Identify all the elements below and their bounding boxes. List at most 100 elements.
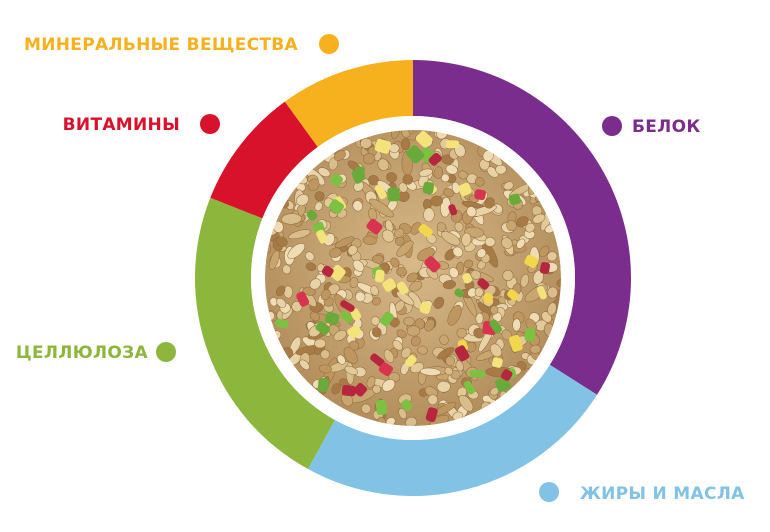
seed	[444, 366, 453, 376]
seed	[361, 403, 372, 414]
seed	[427, 394, 438, 405]
seed	[456, 327, 468, 338]
seed	[465, 341, 477, 353]
seed	[305, 262, 317, 271]
seed	[440, 231, 461, 246]
seed	[381, 379, 396, 392]
fruit-piece	[328, 199, 344, 214]
seed	[275, 285, 286, 297]
seed	[390, 257, 400, 268]
seed	[532, 213, 546, 224]
seed	[405, 416, 417, 426]
fruit-piece	[524, 254, 539, 268]
fruit-piece	[330, 173, 343, 187]
seed	[546, 251, 558, 262]
fruit-piece	[374, 269, 385, 283]
fruit-piece	[489, 319, 503, 334]
seed	[437, 347, 455, 360]
seed	[282, 264, 291, 275]
fruit-piece	[500, 369, 513, 381]
seed	[352, 200, 363, 212]
fruit-piece	[340, 310, 353, 323]
fruit-piece	[329, 264, 346, 281]
seed	[441, 173, 450, 183]
fruit-piece	[378, 362, 393, 377]
seed	[474, 177, 485, 187]
seed	[448, 267, 459, 278]
fruit-piece	[366, 218, 383, 235]
seed	[400, 347, 412, 359]
seed	[296, 194, 309, 206]
fruit-piece	[296, 291, 310, 307]
seed	[349, 277, 359, 288]
fruit-piece	[275, 318, 289, 329]
donut-ring	[195, 60, 631, 496]
seed	[417, 345, 428, 355]
fruit-piece	[405, 355, 417, 367]
seed	[419, 367, 442, 376]
fruit-piece	[351, 169, 362, 184]
fruit-piece	[401, 399, 413, 411]
seed	[555, 288, 561, 301]
fruit-piece	[491, 357, 503, 368]
fruit-piece	[347, 324, 362, 339]
seed	[314, 191, 325, 202]
seed	[347, 244, 358, 256]
legend-dot-4	[319, 34, 339, 54]
fruit-piece	[340, 300, 355, 312]
seed	[344, 365, 359, 375]
seed	[366, 376, 376, 389]
seed	[433, 296, 445, 309]
seed	[288, 229, 311, 240]
seed	[310, 311, 320, 322]
fruit-piece	[321, 265, 334, 277]
fruit-piece	[324, 311, 340, 325]
seed	[475, 312, 484, 325]
seed	[370, 316, 380, 326]
seed	[281, 213, 302, 225]
seed	[473, 327, 485, 339]
seed	[377, 158, 390, 171]
fruit-piece	[445, 140, 460, 149]
legend-label-3: ВИТАМИНЫ	[63, 115, 180, 135]
fruit-piece	[374, 184, 387, 200]
seed	[317, 167, 331, 178]
seed	[409, 280, 423, 292]
seed	[393, 228, 405, 238]
fruit-piece	[341, 385, 356, 397]
seed	[333, 150, 346, 161]
seed	[452, 246, 463, 258]
seed	[343, 346, 358, 364]
seed	[406, 325, 421, 337]
fruit-piece	[317, 377, 329, 393]
seed	[318, 364, 332, 374]
fruit-piece	[469, 370, 486, 378]
seed	[353, 180, 364, 192]
fruit-piece	[458, 182, 472, 197]
seed	[512, 318, 521, 332]
seed	[355, 291, 366, 302]
fruit-piece	[315, 321, 331, 336]
seed	[371, 296, 381, 306]
fruit-piece	[474, 189, 486, 201]
seed	[302, 287, 316, 296]
slice-1	[307, 364, 598, 496]
seed	[331, 383, 341, 395]
fruit-piece	[509, 334, 523, 352]
seed	[371, 255, 385, 264]
seed	[396, 291, 415, 306]
seed	[458, 394, 474, 412]
seed	[433, 166, 444, 179]
fruit-piece	[524, 327, 536, 342]
seed	[424, 318, 435, 332]
seed	[445, 164, 458, 175]
center-border	[251, 116, 575, 440]
fruit-piece	[350, 308, 362, 321]
seed	[360, 137, 373, 149]
seed	[336, 354, 346, 365]
seed	[457, 170, 469, 180]
slice-3	[210, 101, 318, 219]
seed	[403, 316, 415, 326]
seed	[362, 235, 377, 245]
